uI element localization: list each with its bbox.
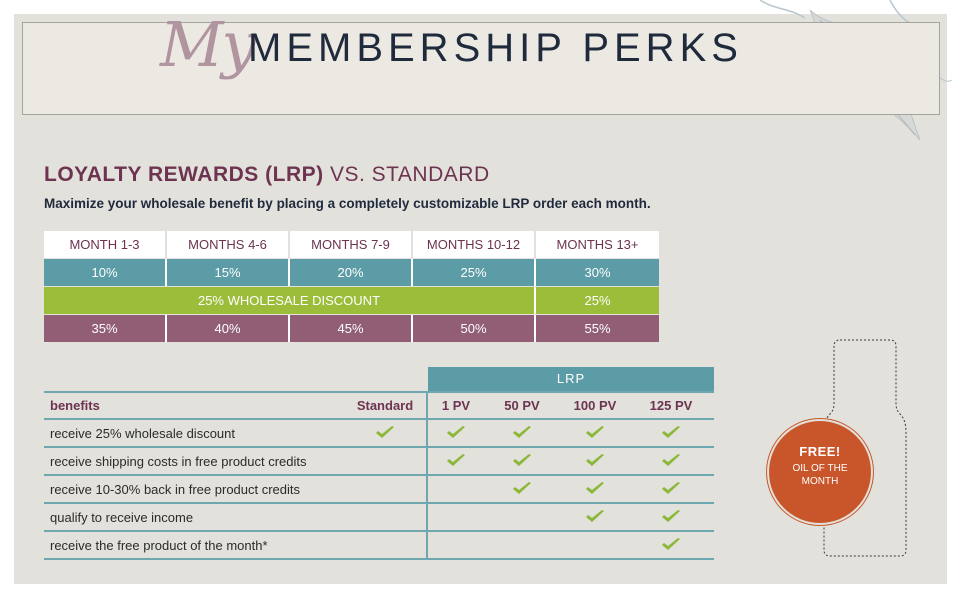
checkmark-icon (513, 482, 531, 494)
section-heading-rest: VS. STANDARD (329, 163, 490, 186)
benefit-cell (428, 420, 484, 446)
benefits-column-header: benefits (50, 398, 100, 413)
loyalty-tier-grid: MONTH 1-3 MONTHS 4-6 MONTHS 7-9 MONTHS 1… (44, 231, 659, 343)
lrp-band-header: LRP (428, 367, 714, 391)
tier-month-cell: MONTHS 4-6 (167, 231, 290, 258)
benefit-cell (344, 476, 428, 502)
page-header (22, 22, 940, 115)
pv100-column-header: 100 PV (573, 398, 617, 413)
benefit-cell (344, 532, 428, 558)
tier-total-cell: 50% (413, 315, 536, 342)
benefit-cell (484, 420, 560, 446)
benefit-cell (484, 532, 560, 558)
benefit-row: receive 10-30% back in free product cred… (44, 476, 714, 504)
badge-free-text: FREE! (799, 444, 841, 459)
benefit-cell (630, 532, 712, 558)
checkmark-icon (586, 454, 604, 466)
tier-credit-cell: 10% (44, 259, 167, 286)
benefit-cell (484, 476, 560, 502)
checkmark-icon (586, 426, 604, 438)
checkmark-icon (376, 426, 394, 438)
page-title: MEMBERSHIP PERKS (248, 26, 743, 70)
benefit-label: qualify to receive income (50, 509, 194, 525)
checkmark-icon (447, 454, 465, 466)
benefit-label: receive the free product of the month* (50, 537, 268, 553)
tier-month-cell: MONTHS 10-12 (413, 231, 536, 258)
tier-credit-cell: 25% (413, 259, 536, 286)
pv125-column-header: 125 PV (649, 398, 693, 413)
benefit-cell (484, 448, 560, 474)
benefit-cell (344, 504, 428, 530)
benefit-row: receive 25% wholesale discount (44, 420, 714, 448)
benefit-cell (428, 476, 484, 502)
benefit-row: qualify to receive income (44, 504, 714, 532)
pv1-column-header: 1 PV (441, 398, 471, 413)
tier-product-credit-row: 10% 15% 20% 25% 30% (44, 259, 659, 286)
checkmark-icon (662, 538, 680, 550)
benefit-cell (560, 420, 630, 446)
tier-wholesale-row: 25% WHOLESALE DISCOUNT 25% (44, 287, 659, 314)
checkmark-icon (513, 426, 531, 438)
checkmark-icon (447, 426, 465, 438)
tier-month-cell: MONTHS 13+ (536, 231, 659, 258)
benefit-cell (630, 448, 712, 474)
checkmark-icon (586, 482, 604, 494)
benefit-cell (630, 420, 712, 446)
benefit-cell (428, 504, 484, 530)
tier-credit-cell: 20% (290, 259, 413, 286)
benefit-cell (630, 476, 712, 502)
section-heading-bold: LOYALTY REWARDS (LRP) (44, 163, 324, 186)
checkmark-icon (662, 510, 680, 522)
benefit-row: receive the free product of the month* (44, 532, 714, 560)
standard-column-header: Standard (344, 393, 428, 418)
section-heading: LOYALTY REWARDS (LRP) VS. STANDARD (44, 163, 490, 187)
benefit-cell (630, 504, 712, 530)
tier-total-cell: 40% (167, 315, 290, 342)
benefit-cell (428, 448, 484, 474)
benefits-table: benefits Standard 1 PV 50 PV 100 PV 125 … (44, 391, 714, 560)
wholesale-discount-13-cell: 25% (536, 287, 659, 314)
benefit-cell (560, 476, 630, 502)
tier-total-row: 35% 40% 45% 50% 55% (44, 315, 659, 342)
benefit-label: receive shipping costs in free product c… (50, 453, 307, 469)
checkmark-icon (662, 454, 680, 466)
benefit-cell (344, 420, 428, 446)
benefit-cell (560, 504, 630, 530)
benefit-cell (428, 532, 484, 558)
benefit-cell (484, 504, 560, 530)
tier-credit-cell: 15% (167, 259, 290, 286)
badge-description: OIL OF THE MONTH (792, 463, 848, 487)
section-subtitle: Maximize your wholesale benefit by placi… (44, 196, 651, 211)
benefit-cell (344, 448, 428, 474)
benefit-row: receive shipping costs in free product c… (44, 448, 714, 476)
benefit-rows: receive 25% wholesale discount receive sh… (44, 420, 714, 560)
checkmark-icon (586, 510, 604, 522)
benefit-label: receive 10-30% back in free product cred… (50, 481, 301, 497)
benefit-label: receive 25% wholesale discount (50, 425, 235, 441)
tier-credit-cell: 30% (536, 259, 659, 286)
tier-month-cell: MONTHS 7-9 (290, 231, 413, 258)
tier-total-cell: 45% (290, 315, 413, 342)
pv50-column-header: 50 PV (504, 398, 540, 413)
tier-months-row: MONTH 1-3 MONTHS 4-6 MONTHS 7-9 MONTHS 1… (44, 231, 659, 258)
free-oil-badge: FREE! OIL OF THE MONTH (769, 421, 871, 523)
benefits-header-row: benefits Standard 1 PV 50 PV 100 PV 125 … (44, 391, 714, 420)
checkmark-icon (662, 426, 680, 438)
tier-total-cell: 35% (44, 315, 167, 342)
benefit-cell (560, 448, 630, 474)
tier-total-cell: 55% (536, 315, 659, 342)
tier-month-cell: MONTH 1-3 (44, 231, 167, 258)
header-my-script: My (160, 8, 257, 81)
wholesale-discount-cell: 25% WHOLESALE DISCOUNT (44, 287, 536, 314)
checkmark-icon (662, 482, 680, 494)
checkmark-icon (513, 454, 531, 466)
benefit-cell (560, 532, 630, 558)
